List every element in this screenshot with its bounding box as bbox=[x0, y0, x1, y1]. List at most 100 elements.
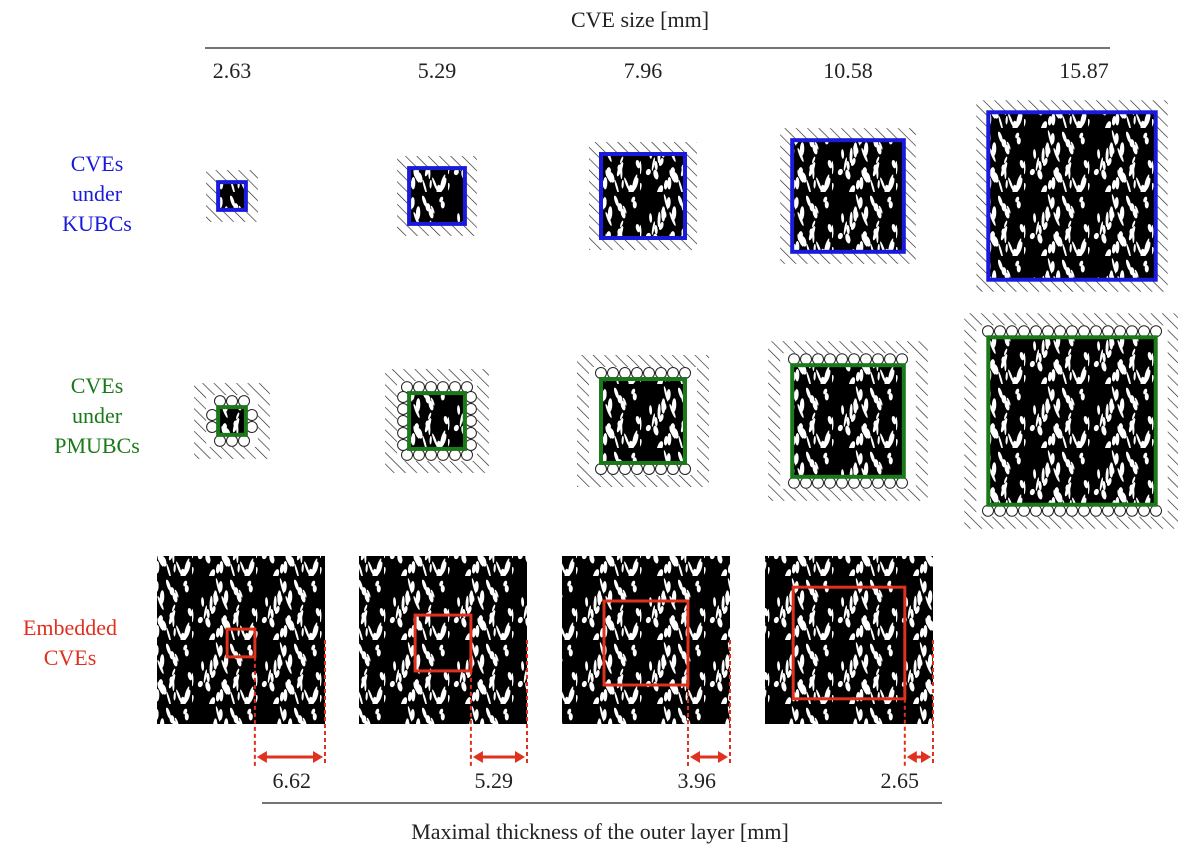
roller bbox=[464, 439, 477, 451]
roller bbox=[397, 403, 410, 415]
cve-pmubc bbox=[599, 377, 687, 465]
cve-pmubc bbox=[407, 391, 467, 451]
thickness-label: 5.29 bbox=[475, 768, 514, 793]
roller bbox=[872, 476, 884, 489]
roller bbox=[437, 381, 449, 394]
roller bbox=[1126, 504, 1138, 517]
roller bbox=[679, 462, 691, 475]
roller bbox=[655, 462, 667, 475]
roller bbox=[1030, 325, 1042, 338]
roller bbox=[788, 353, 800, 366]
roller bbox=[884, 476, 896, 489]
roller bbox=[884, 353, 896, 366]
roller bbox=[619, 367, 631, 380]
row-label: CVEs bbox=[71, 373, 124, 398]
roller bbox=[245, 409, 258, 421]
roller bbox=[982, 325, 994, 338]
cve-kubc bbox=[790, 138, 906, 254]
roller bbox=[401, 448, 413, 461]
roller bbox=[238, 395, 250, 408]
size-label: 15.87 bbox=[1059, 58, 1109, 83]
roller bbox=[824, 353, 836, 366]
arrow-head bbox=[689, 751, 728, 763]
roller bbox=[449, 448, 461, 461]
roller bbox=[631, 462, 643, 475]
roller bbox=[836, 476, 848, 489]
roller bbox=[226, 434, 238, 447]
roller bbox=[812, 353, 824, 366]
cve-embedded bbox=[413, 613, 473, 673]
roller bbox=[667, 367, 679, 380]
roller bbox=[619, 462, 631, 475]
roller bbox=[848, 476, 860, 489]
roller bbox=[836, 353, 848, 366]
footer-title: Maximal thickness of the outer layer [mm… bbox=[411, 819, 789, 844]
roller bbox=[397, 415, 410, 427]
roller bbox=[595, 367, 607, 380]
roller bbox=[397, 439, 410, 451]
roller bbox=[461, 448, 473, 461]
roller bbox=[860, 476, 872, 489]
row-label: CVEs bbox=[71, 151, 124, 176]
cve-pmubc bbox=[790, 363, 906, 479]
roller bbox=[812, 476, 824, 489]
row-label: KUBCs bbox=[62, 211, 132, 236]
roller bbox=[1066, 504, 1078, 517]
size-label: 2.63 bbox=[213, 58, 252, 83]
roller bbox=[1102, 504, 1114, 517]
cve-kubc bbox=[216, 180, 248, 212]
roller bbox=[1102, 325, 1114, 338]
roller bbox=[464, 403, 477, 415]
roller bbox=[1090, 504, 1102, 517]
roller bbox=[1006, 504, 1018, 517]
cve-kubc bbox=[986, 110, 1158, 282]
roller bbox=[401, 381, 413, 394]
roller bbox=[679, 367, 691, 380]
roller bbox=[1138, 325, 1150, 338]
cve-embedded bbox=[225, 627, 257, 659]
roller bbox=[800, 353, 812, 366]
roller bbox=[214, 434, 226, 447]
cve-pmubc bbox=[986, 335, 1158, 507]
roller bbox=[206, 421, 219, 433]
roller bbox=[1078, 325, 1090, 338]
roller bbox=[896, 353, 908, 366]
row-label: under bbox=[72, 181, 123, 206]
roller bbox=[226, 395, 238, 408]
roller bbox=[595, 462, 607, 475]
roller bbox=[413, 381, 425, 394]
roller bbox=[425, 381, 437, 394]
roller bbox=[896, 476, 908, 489]
roller bbox=[1018, 325, 1030, 338]
domain bbox=[359, 556, 527, 724]
roller bbox=[667, 462, 679, 475]
roller bbox=[994, 325, 1006, 338]
roller bbox=[1042, 504, 1054, 517]
row-label: Embedded bbox=[23, 615, 117, 640]
roller bbox=[1006, 325, 1018, 338]
roller bbox=[1090, 325, 1102, 338]
header-title: CVE size [mm] bbox=[571, 7, 709, 32]
roller bbox=[1150, 325, 1162, 338]
roller bbox=[1054, 325, 1066, 338]
roller bbox=[1078, 504, 1090, 517]
roller bbox=[238, 434, 250, 447]
size-label: 7.96 bbox=[624, 58, 663, 83]
cve-kubc bbox=[599, 152, 687, 240]
roller bbox=[872, 353, 884, 366]
roller bbox=[1030, 504, 1042, 517]
roller bbox=[1018, 504, 1030, 517]
roller bbox=[607, 367, 619, 380]
roller bbox=[848, 353, 860, 366]
row-label: PMUBCs bbox=[54, 433, 140, 458]
roller bbox=[449, 381, 461, 394]
arrow-head bbox=[906, 751, 931, 763]
roller bbox=[1066, 325, 1078, 338]
row-label: under bbox=[72, 403, 123, 428]
roller bbox=[1138, 504, 1150, 517]
size-label: 5.29 bbox=[418, 58, 457, 83]
roller bbox=[788, 476, 800, 489]
roller bbox=[607, 462, 619, 475]
cve-pmubc bbox=[216, 405, 248, 437]
